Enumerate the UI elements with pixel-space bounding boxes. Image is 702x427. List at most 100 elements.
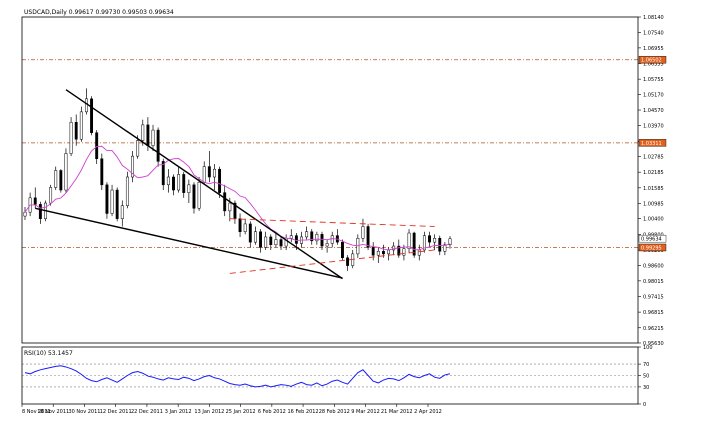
rsi-line bbox=[24, 365, 451, 388]
price-marker-box bbox=[638, 139, 667, 147]
price-marker-text: 1.03311 bbox=[641, 141, 662, 147]
price-tick-label: 1.01585 bbox=[643, 186, 664, 192]
price-marker-text: 0.99295 bbox=[641, 245, 662, 251]
candle-body bbox=[136, 140, 140, 157]
rsi-tick-label: 70 bbox=[643, 362, 649, 368]
candle-body bbox=[74, 122, 78, 140]
date-tick-label: 6 Feb 2012 bbox=[258, 409, 286, 415]
price-tick-label: 0.98600 bbox=[643, 264, 664, 270]
candle-body bbox=[315, 234, 319, 242]
candle-body bbox=[84, 98, 88, 113]
candle-body bbox=[110, 189, 114, 214]
candle-body bbox=[264, 236, 268, 248]
candle-body bbox=[381, 251, 385, 255]
price-marker-text: 0.99634 bbox=[641, 237, 662, 243]
candle-body bbox=[131, 155, 134, 178]
price-tick-label: 1.06355 bbox=[643, 62, 664, 68]
symbol-header: USDCAD,Daily 0.99617 0.99730 0.99503 0.9… bbox=[24, 9, 174, 16]
date-tick-label: 12 Dec 2011 bbox=[100, 409, 132, 415]
date-tick-label: 18 Nov 2011 bbox=[37, 409, 69, 415]
moving-average-layer bbox=[24, 145, 451, 251]
candle-body bbox=[177, 174, 181, 191]
candle-body bbox=[269, 236, 273, 246]
candle-body bbox=[438, 237, 442, 252]
candle-body bbox=[376, 251, 380, 256]
candle-body bbox=[448, 238, 452, 246]
candle-body bbox=[243, 223, 247, 232]
candle-body bbox=[23, 211, 27, 217]
price-tick-label: 0.95630 bbox=[643, 341, 664, 347]
candle-body bbox=[325, 243, 329, 247]
candle-body bbox=[253, 231, 257, 243]
moving-average-line bbox=[24, 145, 451, 251]
date-tick-label: 8 Nov 2011 bbox=[22, 409, 51, 415]
candle-body bbox=[202, 166, 206, 183]
candle-body bbox=[443, 244, 447, 252]
candle-body bbox=[289, 235, 293, 239]
date-tick-label: 30 Nov 2011 bbox=[68, 409, 100, 415]
candle-body bbox=[207, 166, 211, 178]
trendlines-layer bbox=[35, 89, 435, 280]
rsi-tick-label: 50 bbox=[643, 374, 649, 380]
candle-body bbox=[305, 231, 309, 238]
candle-body bbox=[38, 204, 42, 219]
axes-layer: 1.08140 1.07540 1.06955 1.06355 1.05755 1.051… bbox=[21, 15, 664, 415]
price-tick-label: 1.02185 bbox=[643, 170, 664, 176]
candle-body bbox=[192, 184, 196, 209]
candle-body bbox=[105, 184, 109, 214]
candle-body bbox=[213, 168, 216, 178]
date-tick-label: 28 Feb 2012 bbox=[319, 409, 350, 415]
candle-body bbox=[69, 122, 73, 154]
date-tick-label: 9 Mar 2012 bbox=[351, 409, 380, 415]
candle-body bbox=[228, 202, 232, 212]
candle-body bbox=[156, 129, 160, 162]
rsi-tick-label: 0 bbox=[643, 402, 646, 408]
price-marker-text: 1.06502 bbox=[641, 58, 662, 64]
price-tick-label: 1.08140 bbox=[643, 15, 664, 21]
candle-body bbox=[161, 161, 165, 186]
candle-body bbox=[79, 111, 83, 140]
rsi-label: RSI(10) 53.1457 bbox=[24, 350, 73, 357]
candle-body bbox=[115, 189, 119, 219]
candle-body bbox=[187, 184, 191, 193]
candle-body bbox=[259, 231, 262, 248]
candle-body bbox=[166, 176, 170, 186]
candle-body bbox=[366, 226, 370, 248]
main-panel-frame bbox=[21, 16, 639, 344]
price-marker-box bbox=[638, 234, 667, 243]
candle-body bbox=[54, 170, 58, 188]
candle-body bbox=[90, 98, 94, 133]
candle-body bbox=[310, 231, 314, 242]
price-tick-label: 1.00985 bbox=[643, 201, 664, 207]
price-marker-box bbox=[638, 55, 667, 64]
candle-body bbox=[433, 237, 437, 243]
candle-body bbox=[182, 174, 186, 193]
rsi-tick-label: 30 bbox=[643, 385, 649, 391]
price-marker-box bbox=[638, 243, 667, 252]
candle-body bbox=[151, 129, 155, 146]
candle-body bbox=[428, 235, 431, 243]
candle-body bbox=[330, 235, 334, 244]
price-labels-layer: 1.06502 1.03311 0.99634 0.99295 bbox=[638, 55, 667, 252]
price-tick-label: 0.97415 bbox=[643, 294, 664, 300]
candle-body bbox=[223, 192, 227, 212]
candle-body bbox=[141, 124, 145, 141]
candle-body bbox=[100, 158, 104, 186]
candle-body bbox=[294, 235, 298, 244]
price-tick-label: 0.96215 bbox=[643, 326, 664, 332]
candle-body bbox=[172, 176, 175, 191]
candle-body bbox=[95, 132, 99, 160]
price-tick-label: 1.05755 bbox=[643, 77, 664, 83]
candle-body bbox=[49, 187, 53, 204]
date-tick-label: 16 Feb 2012 bbox=[288, 409, 319, 415]
date-tick-label: 3 Jan 2012 bbox=[165, 409, 192, 415]
rsi-tick-label: 100 bbox=[643, 345, 653, 351]
wedge-trendline bbox=[65, 89, 343, 280]
candle-body bbox=[422, 235, 426, 251]
candle-body bbox=[346, 257, 350, 266]
date-tick-label: 25 Jan 2012 bbox=[226, 409, 256, 415]
price-tick-label: 1.05170 bbox=[643, 92, 664, 98]
